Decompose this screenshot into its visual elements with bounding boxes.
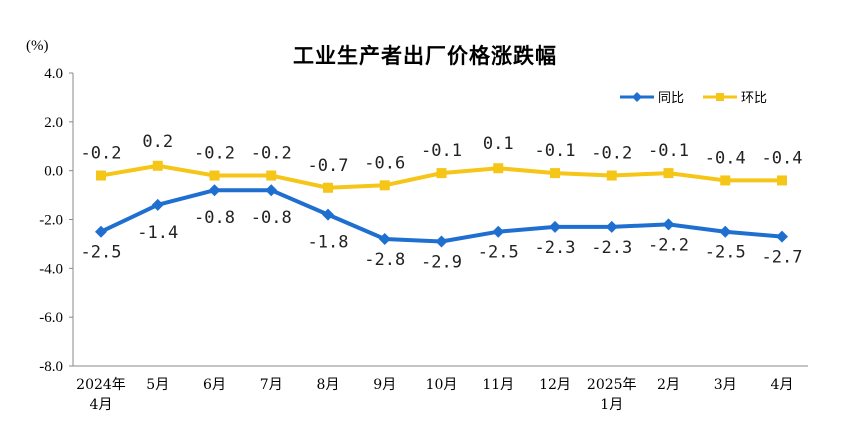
data-label-yoy: -2.5 <box>81 243 122 263</box>
data-point-yoy <box>492 225 505 238</box>
data-label-yoy: -2.5 <box>478 243 519 263</box>
data-point-mom <box>493 163 504 174</box>
data-point-yoy <box>95 225 107 238</box>
data-point-mom <box>266 170 277 181</box>
data-point-yoy <box>549 220 561 233</box>
data-label-mom: -0.6 <box>364 153 405 173</box>
y-unit-label: (%) <box>26 38 49 54</box>
data-label-mom: -0.1 <box>648 141 689 161</box>
data-point-yoy <box>208 184 221 197</box>
data-label-yoy: -2.3 <box>535 238 576 258</box>
x-tick-label: 1月 <box>600 397 623 413</box>
data-point-yoy <box>435 235 448 248</box>
data-point-mom <box>606 170 617 181</box>
data-label-mom: -0.2 <box>81 144 122 164</box>
data-point-yoy <box>662 218 675 231</box>
data-point-mom <box>96 170 106 181</box>
data-label-yoy: -2.5 <box>705 243 746 263</box>
data-label-yoy: -2.9 <box>421 252 462 272</box>
data-label-mom: 0.2 <box>142 132 173 152</box>
y-tick-label: 4.0 <box>44 66 63 82</box>
x-tick-label: 6月 <box>203 377 226 393</box>
data-point-mom <box>436 168 447 179</box>
y-tick-label: -8.0 <box>39 359 63 375</box>
data-label-yoy: -1.8 <box>308 233 349 253</box>
data-label-yoy: -2.3 <box>591 238 632 258</box>
data-label-yoy: -0.8 <box>194 208 235 228</box>
legend-yoy-marker <box>632 92 642 102</box>
x-tick-label: 11月 <box>482 377 514 393</box>
data-label-yoy: -1.4 <box>137 223 178 243</box>
x-tick-label: 5月 <box>146 377 169 393</box>
y-tick-label: 0.0 <box>44 164 63 180</box>
data-label-mom: -0.1 <box>421 141 462 161</box>
data-point-mom <box>720 175 731 186</box>
legend-mom-label: 环比 <box>741 91 767 106</box>
y-tick-label: 2.0 <box>44 115 63 131</box>
x-tick-label: 10月 <box>426 377 458 393</box>
x-tick-label: 12月 <box>539 377 571 393</box>
data-label-mom: -0.1 <box>535 141 576 161</box>
y-tick-label: -2.0 <box>39 213 63 229</box>
data-label-mom: -0.7 <box>308 156 349 176</box>
data-label-yoy: -2.2 <box>648 235 689 255</box>
data-label-yoy: -2.8 <box>364 250 405 270</box>
data-point-yoy <box>265 184 278 197</box>
data-label-mom: -0.2 <box>251 144 292 164</box>
data-point-yoy <box>719 225 732 238</box>
x-tick-label: 2024年 <box>76 377 126 393</box>
y-tick-label: -4.0 <box>39 261 63 277</box>
data-label-mom: -0.2 <box>591 144 632 164</box>
data-label-yoy: -2.7 <box>762 248 803 268</box>
chart-title: 工业生产者出厂价格涨跌幅 <box>293 44 557 68</box>
legend-yoy-label: 同比 <box>658 91 684 106</box>
x-tick-label: 7月 <box>260 377 283 393</box>
x-tick-label: 2月 <box>657 377 680 393</box>
data-point-yoy <box>151 198 164 211</box>
data-point-yoy <box>378 233 391 246</box>
data-point-mom <box>379 180 390 191</box>
data-point-mom <box>152 160 163 171</box>
data-label-mom: -0.2 <box>194 144 235 164</box>
data-label-yoy: -0.8 <box>251 208 292 228</box>
x-tick-label: 9月 <box>373 377 396 393</box>
data-point-mom <box>323 182 333 193</box>
data-point-mom <box>663 168 674 179</box>
data-point-yoy <box>605 220 618 233</box>
x-tick-label: 4月 <box>771 377 794 393</box>
data-label-mom: -0.4 <box>762 148 803 168</box>
data-point-mom <box>777 175 787 186</box>
data-point-mom <box>550 168 560 179</box>
x-tick-label: 4月 <box>90 397 113 413</box>
x-tick-label: 2025年 <box>587 377 637 393</box>
legend-mom-marker <box>716 93 724 101</box>
x-tick-label: 8月 <box>317 377 340 393</box>
data-point-mom <box>209 170 220 181</box>
x-tick-label: 3月 <box>714 377 737 393</box>
data-point-yoy <box>776 230 788 243</box>
y-tick-label: -6.0 <box>39 310 63 326</box>
data-point-yoy <box>322 208 334 221</box>
data-label-mom: 0.1 <box>483 134 514 154</box>
data-label-mom: -0.4 <box>705 148 746 168</box>
